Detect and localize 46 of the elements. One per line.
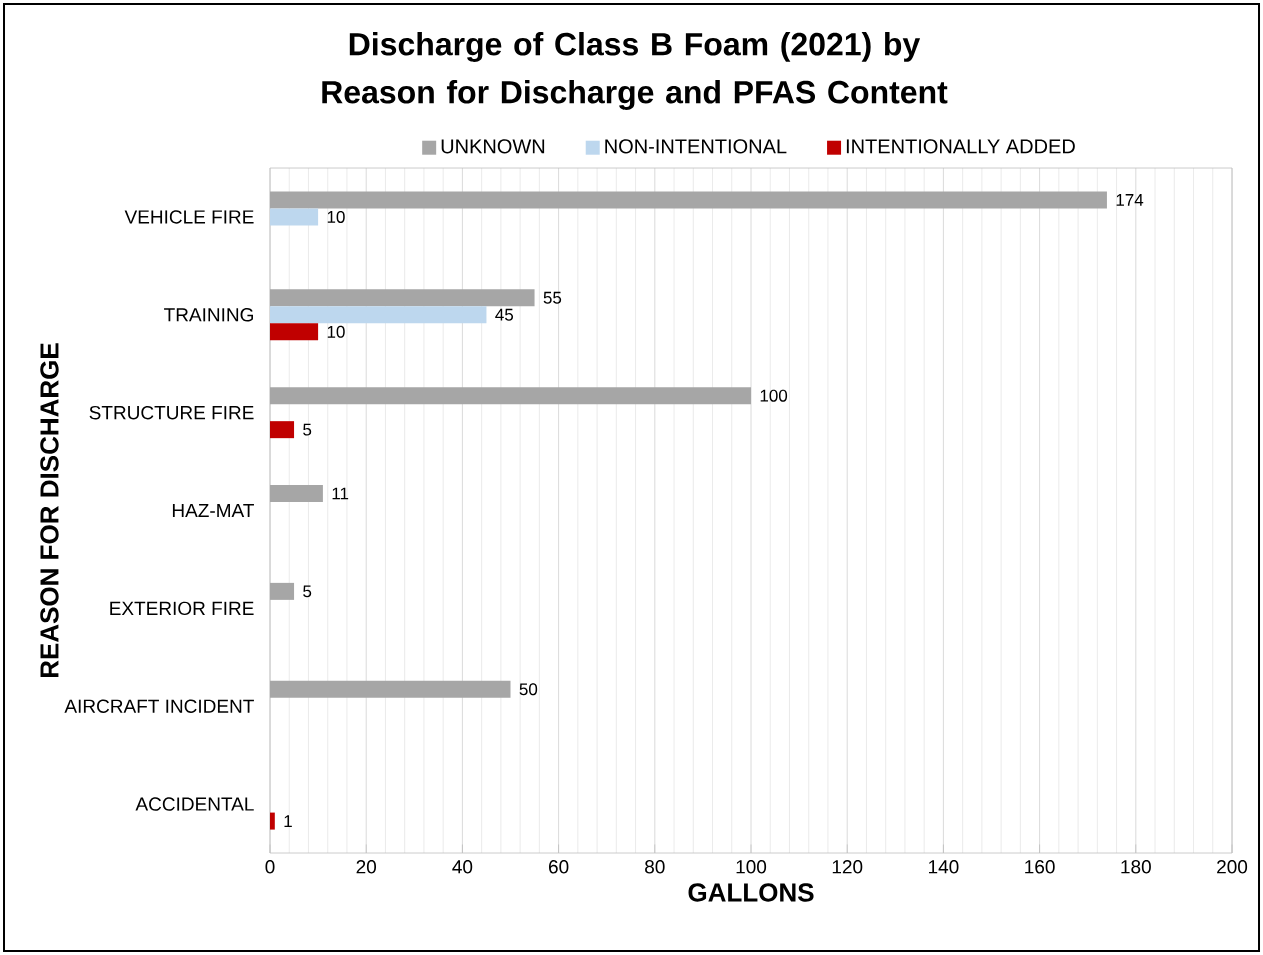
y-tick-label: AIRCRAFT INCIDENT (64, 699, 254, 713)
data-label: 100 (760, 389, 788, 402)
y-tick-label: VEHICLE FIRE (124, 210, 254, 224)
bar (270, 208, 319, 226)
data-label: 10 (327, 210, 345, 223)
chart-title: Discharge of Class B Foam (2021) by Reason for Discharge and PFAS Content (322, 32, 948, 110)
bar (270, 812, 275, 830)
bar (270, 421, 295, 439)
bar (270, 306, 487, 324)
x-tick-label: 140 (929, 860, 959, 874)
bar (270, 387, 752, 405)
data-label: 45 (495, 308, 514, 321)
x-tick-label: 120 (832, 860, 863, 874)
data-label: 1 (284, 815, 292, 827)
x-tick-label: 80 (645, 860, 665, 874)
bar (270, 680, 511, 698)
y-tick-label: TRAINING (164, 308, 253, 322)
data-label: 5 (303, 423, 312, 436)
legend-label: INTENTIONALLY ADDED (846, 139, 1075, 154)
x-tick-label: 20 (356, 860, 377, 874)
data-label: 11 (332, 487, 349, 500)
x-tick-label: 60 (549, 860, 569, 874)
bar (270, 323, 319, 341)
bar (270, 289, 535, 307)
x-tick-label: 40 (452, 860, 473, 874)
bar (270, 191, 1107, 209)
x-tick-label: 180 (1121, 860, 1151, 874)
legend-label: NON-INTENTIONAL (605, 139, 787, 154)
x-axis-title: GALLONS (688, 883, 814, 902)
data-label: 174 (1116, 194, 1144, 206)
bar (270, 485, 323, 503)
x-tick-label: 100 (736, 860, 767, 874)
data-label: 10 (327, 325, 345, 338)
x-tick-label: 160 (1025, 860, 1055, 874)
data-label: 50 (519, 683, 538, 696)
y-tick-label: STRUCTURE FIRE (89, 405, 254, 420)
legend-label: UNKNOWN (441, 139, 545, 154)
y-tick-label: ACCIDENTAL (135, 797, 254, 811)
y-axis-title: REASON FOR DISCHARGE (40, 343, 59, 678)
data-label: 55 (543, 291, 562, 304)
y-tick-label: EXTERIOR FIRE (110, 601, 254, 616)
x-tick-label: 0 (265, 860, 275, 874)
bar (270, 582, 295, 600)
data-label: 5 (303, 585, 312, 598)
y-tick-label: HAZ-MAT (172, 503, 254, 518)
x-tick-label: 200 (1217, 860, 1248, 874)
